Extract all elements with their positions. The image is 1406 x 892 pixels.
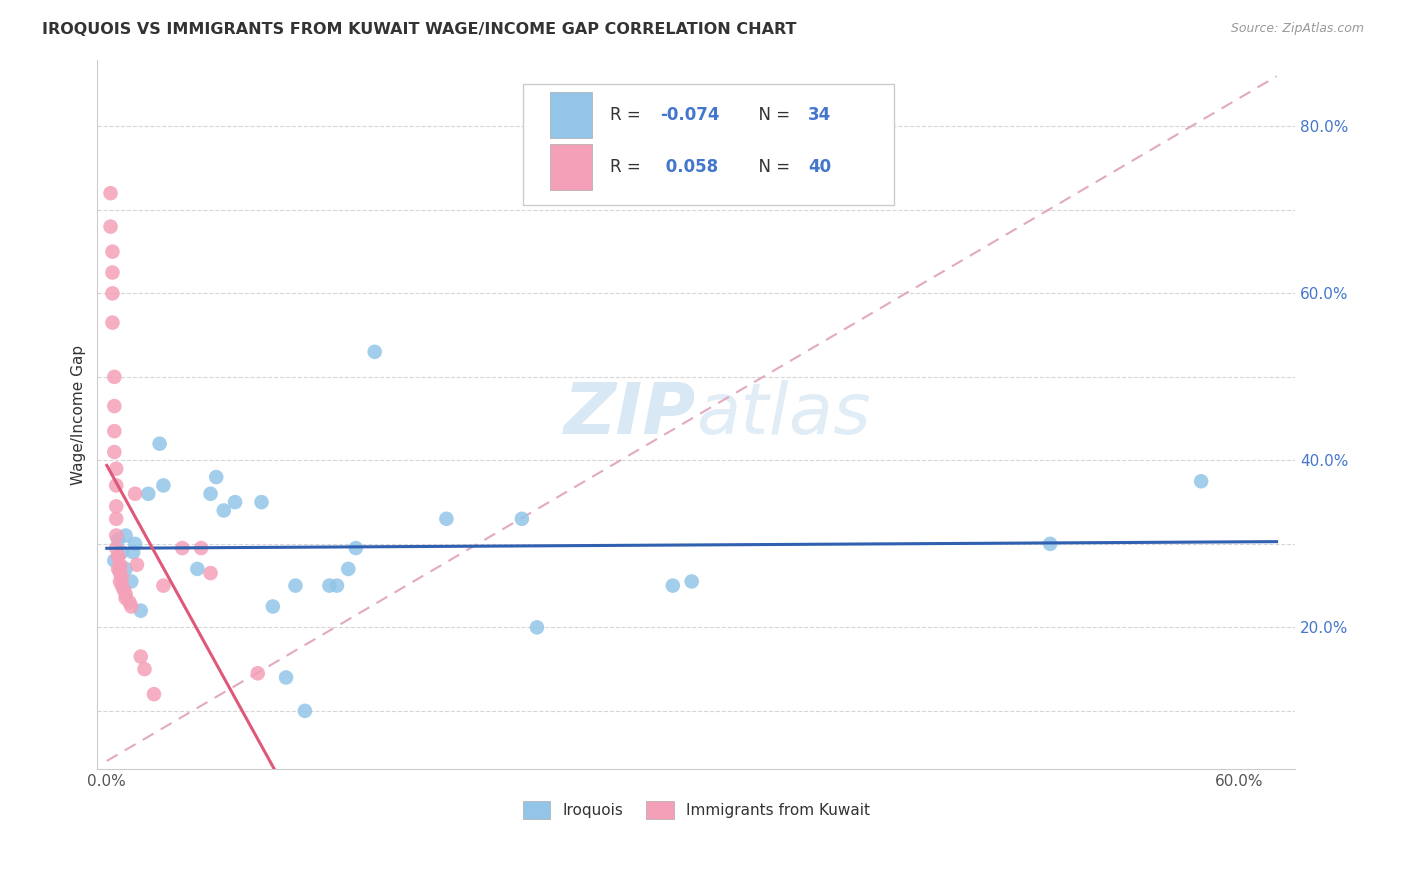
Point bbox=[105, 512, 128, 526]
Point bbox=[107, 533, 129, 547]
Point bbox=[103, 553, 125, 567]
Text: -0.074: -0.074 bbox=[661, 106, 720, 124]
Point bbox=[125, 558, 148, 572]
Point bbox=[103, 370, 125, 384]
Point bbox=[344, 541, 367, 555]
Point bbox=[107, 549, 129, 564]
Point bbox=[100, 186, 122, 201]
Point bbox=[103, 424, 125, 438]
Point bbox=[107, 562, 129, 576]
Point bbox=[120, 574, 142, 589]
Point bbox=[681, 574, 703, 589]
Point bbox=[205, 470, 228, 484]
Point bbox=[436, 512, 458, 526]
Point bbox=[662, 579, 685, 593]
Point bbox=[103, 399, 125, 413]
Point bbox=[152, 579, 174, 593]
Point bbox=[364, 344, 387, 359]
Text: R =: R = bbox=[610, 106, 647, 124]
Point bbox=[284, 579, 307, 593]
Point bbox=[101, 266, 124, 280]
Text: 40: 40 bbox=[808, 158, 831, 176]
Point bbox=[105, 478, 128, 492]
Point bbox=[200, 487, 222, 501]
Text: Source: ZipAtlas.com: Source: ZipAtlas.com bbox=[1230, 22, 1364, 36]
FancyBboxPatch shape bbox=[523, 85, 894, 205]
Point bbox=[129, 649, 152, 664]
Point bbox=[118, 595, 141, 609]
Point bbox=[120, 599, 142, 614]
Y-axis label: Wage/Income Gap: Wage/Income Gap bbox=[72, 344, 86, 484]
Text: N =: N = bbox=[748, 158, 796, 176]
Point bbox=[100, 219, 122, 234]
Point bbox=[108, 574, 131, 589]
Point bbox=[246, 666, 269, 681]
Point bbox=[200, 566, 222, 580]
Text: 34: 34 bbox=[808, 106, 831, 124]
Point bbox=[186, 562, 208, 576]
Bar bbox=[550, 144, 592, 190]
Point bbox=[108, 562, 131, 576]
Point bbox=[337, 562, 360, 576]
Point bbox=[224, 495, 246, 509]
Point bbox=[250, 495, 273, 509]
Point bbox=[101, 286, 124, 301]
Point bbox=[101, 244, 124, 259]
Text: IROQUOIS VS IMMIGRANTS FROM KUWAIT WAGE/INCOME GAP CORRELATION CHART: IROQUOIS VS IMMIGRANTS FROM KUWAIT WAGE/… bbox=[42, 22, 797, 37]
Point bbox=[111, 570, 134, 584]
Point bbox=[105, 528, 128, 542]
Point bbox=[108, 558, 131, 572]
Point bbox=[274, 670, 297, 684]
Point bbox=[172, 541, 194, 555]
Point bbox=[114, 591, 136, 606]
Text: atlas: atlas bbox=[696, 380, 872, 449]
Point bbox=[1189, 475, 1212, 489]
Point bbox=[510, 512, 533, 526]
Point bbox=[105, 461, 128, 475]
Point bbox=[124, 487, 146, 501]
Point bbox=[136, 487, 159, 501]
Point bbox=[1039, 537, 1062, 551]
Point bbox=[114, 562, 136, 576]
Text: N =: N = bbox=[748, 106, 796, 124]
Point bbox=[526, 620, 548, 634]
Point bbox=[190, 541, 212, 555]
Point bbox=[152, 478, 174, 492]
Point bbox=[134, 662, 156, 676]
Point bbox=[262, 599, 284, 614]
Text: ZIP: ZIP bbox=[564, 380, 696, 449]
Point bbox=[142, 687, 165, 701]
Text: 0.058: 0.058 bbox=[661, 158, 718, 176]
Point bbox=[212, 503, 235, 517]
Point bbox=[149, 436, 172, 450]
Point bbox=[114, 528, 136, 542]
Text: R =: R = bbox=[610, 158, 647, 176]
Point bbox=[111, 545, 134, 559]
Point bbox=[129, 604, 152, 618]
Point bbox=[122, 545, 145, 559]
Point bbox=[105, 500, 128, 514]
Point bbox=[124, 537, 146, 551]
Point bbox=[326, 579, 349, 593]
Point bbox=[114, 587, 136, 601]
Point bbox=[105, 541, 128, 555]
Point bbox=[318, 579, 340, 593]
Point bbox=[294, 704, 316, 718]
Legend: Iroquois, Immigrants from Kuwait: Iroquois, Immigrants from Kuwait bbox=[516, 795, 876, 825]
Point bbox=[103, 445, 125, 459]
Point bbox=[107, 549, 129, 564]
Point bbox=[108, 566, 131, 580]
Point bbox=[101, 316, 124, 330]
Point bbox=[111, 579, 134, 593]
Bar bbox=[550, 92, 592, 138]
Point bbox=[112, 582, 135, 597]
